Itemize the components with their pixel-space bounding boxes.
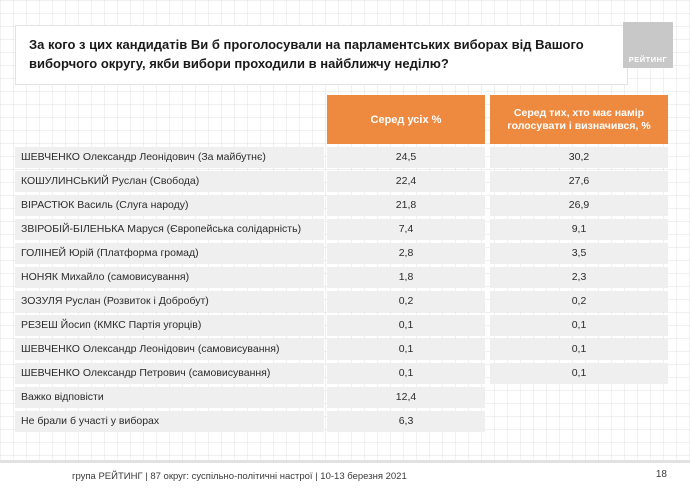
value-among-all: 0,1 [327,315,485,336]
table-row: Важко відповісти 12,4 [0,387,690,408]
value-among-all: 12,4 [327,387,485,408]
rating-group-logo: РЕЙТИНГ [623,22,673,68]
value-among-decided [490,411,668,432]
table-row: РЕЗЕШ Йосип (КМКС Партія угорців) 0,1 0,… [0,315,690,336]
candidate-label: ШЕВЧЕНКО Олександр Леонідович (За майбут… [15,147,324,168]
value-among-all: 2,8 [327,243,485,264]
value-among-all: 7,4 [327,219,485,240]
table-row: ШЕВЧЕНКО Олександр Леонідович (самовисув… [0,339,690,360]
value-among-all: 6,3 [327,411,485,432]
value-among-decided: 0,1 [490,363,668,384]
value-among-all: 0,1 [327,339,485,360]
table-row: ЗВІРОБІЙ-БІЛЕНЬКА Маруся (Європейська со… [0,219,690,240]
value-among-decided: 27,6 [490,171,668,192]
value-among-all: 22,4 [327,171,485,192]
table-row: ЗОЗУЛЯ Руслан (Розвиток і Добробут) 0,2 … [0,291,690,312]
candidate-label: ЗОЗУЛЯ Руслан (Розвиток і Добробут) [15,291,324,312]
value-among-all: 0,2 [327,291,485,312]
candidate-label: ШЕВЧЕНКО Олександр Петрович (самовисуван… [15,363,324,384]
page-number: 18 [655,469,667,480]
candidate-label: НОНЯК Михайло (самовисування) [15,267,324,288]
value-among-decided: 9,1 [490,219,668,240]
table-row: ВІРАСТЮК Василь (Слуга народу) 21,8 26,9 [0,195,690,216]
candidate-label: ВІРАСТЮК Василь (Слуга народу) [15,195,324,216]
candidate-label: ШЕВЧЕНКО Олександр Леонідович (самовисув… [15,339,324,360]
value-among-decided: 2,3 [490,267,668,288]
value-among-all: 1,8 [327,267,485,288]
value-among-decided: 30,2 [490,147,668,168]
table-row: НОНЯК Михайло (самовисування) 1,8 2,3 [0,267,690,288]
candidate-label: ГОЛІНЕЙ Юрій (Платформа громад) [15,243,324,264]
value-among-all: 0,1 [327,363,485,384]
value-among-decided: 3,5 [490,243,668,264]
rating-group-logo-text: РЕЙТИНГ [628,55,668,64]
candidate-label: Не брали б участі у виборах [15,411,324,432]
question-title-box: За кого з цих кандидатів Ви б проголосув… [15,25,628,85]
value-among-decided [490,387,668,408]
value-among-decided: 0,1 [490,315,668,336]
footer-source-text: група РЕЙТИНГ | 87 округ: суспільно-полі… [72,471,407,482]
value-among-all: 21,8 [327,195,485,216]
table-row: ШЕВЧЕНКО Олександр Леонідович (За майбут… [0,147,690,168]
value-among-decided: 0,2 [490,291,668,312]
candidate-label: Важко відповісти [15,387,324,408]
column-header-among-all: Серед усіх % [327,95,485,144]
candidate-label: КОШУЛИНСЬКИЙ Руслан (Свобода) [15,171,324,192]
value-among-decided: 0,1 [490,339,668,360]
question-title: За кого з цих кандидатів Ви б проголосув… [29,37,584,71]
table-row: КОШУЛИНСЬКИЙ Руслан (Свобода) 22,4 27,6 [0,171,690,192]
value-among-all: 24,5 [327,147,485,168]
table-row: ГОЛІНЕЙ Юрій (Платформа громад) 2,8 3,5 [0,243,690,264]
column-header-among-decided: Серед тих, хто має намір голосувати і ви… [490,95,668,144]
value-among-decided: 26,9 [490,195,668,216]
table-row: Не брали б участі у виборах 6,3 [0,411,690,432]
candidate-label: РЕЗЕШ Йосип (КМКС Партія угорців) [15,315,324,336]
table-row: ШЕВЧЕНКО Олександр Петрович (самовисуван… [0,363,690,384]
candidate-label: ЗВІРОБІЙ-БІЛЕНЬКА Маруся (Європейська со… [15,219,324,240]
